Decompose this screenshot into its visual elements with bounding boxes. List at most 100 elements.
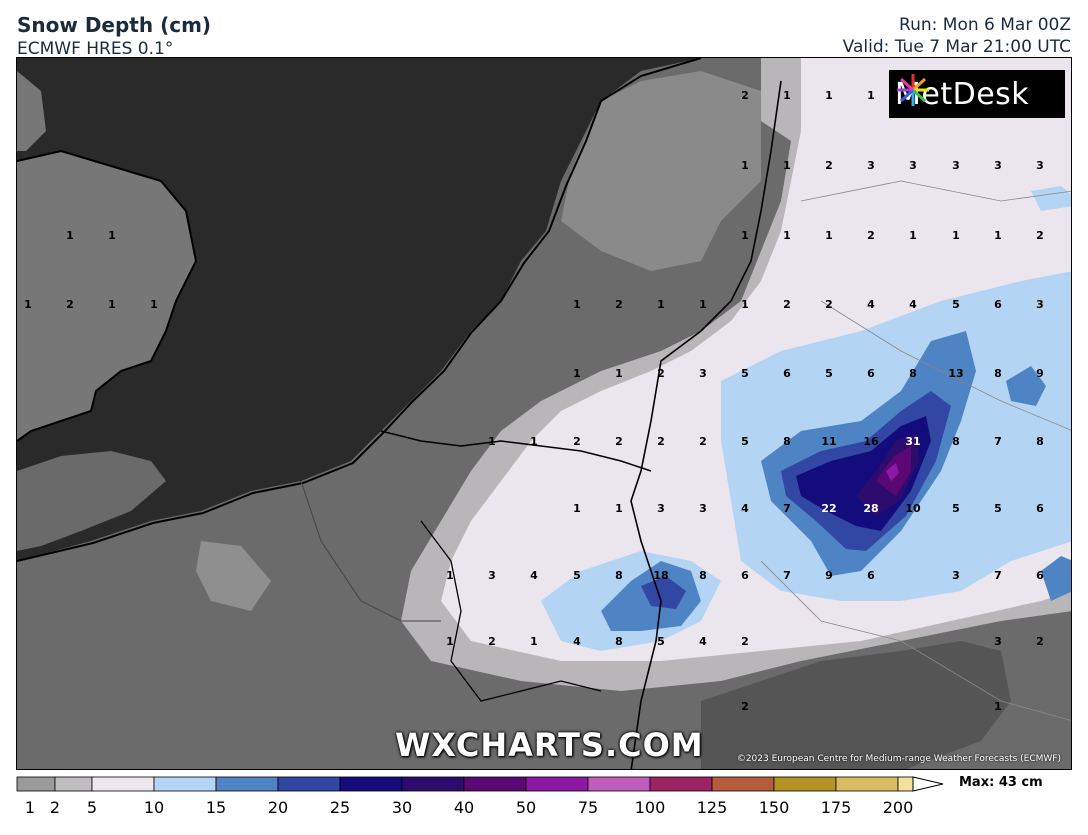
snow-depth-value: 7 xyxy=(994,569,1002,582)
legend-tick-label: 10 xyxy=(143,798,165,817)
snow-depth-value: 1 xyxy=(741,298,749,311)
legend-tick-label: 200 xyxy=(882,798,914,817)
snow-depth-value: 3 xyxy=(952,159,960,172)
snow-depth-value: 4 xyxy=(699,635,707,648)
snow-depth-value: 1 xyxy=(783,89,791,102)
snow-depth-value: 4 xyxy=(741,502,749,515)
legend-tick-label: 125 xyxy=(696,798,728,817)
snow-depth-value: 28 xyxy=(863,502,878,515)
legend-tick-label: 175 xyxy=(820,798,852,817)
snow-depth-value: 5 xyxy=(952,502,960,515)
legend-swatch xyxy=(463,776,527,792)
legend-swatch xyxy=(215,776,279,792)
snow-depth-value: 1 xyxy=(446,569,454,582)
legend-tick-label: 1 xyxy=(24,798,36,817)
snow-depth-value: 9 xyxy=(1036,367,1044,380)
legend-tick-label: 20 xyxy=(267,798,289,817)
snow-depth-value: 5 xyxy=(573,569,581,582)
snow-depth-value: 4 xyxy=(909,298,917,311)
snow-depth-value: 7 xyxy=(994,435,1002,448)
snow-depth-value: 2 xyxy=(66,298,74,311)
snow-depth-value: 2 xyxy=(825,298,833,311)
snow-depth-value: 5 xyxy=(952,298,960,311)
snow-depth-value: 6 xyxy=(867,367,875,380)
max-value-label: Max: 43 cm xyxy=(959,775,1043,790)
chart-title: Snow Depth (cm) xyxy=(17,13,212,37)
snow-depth-value: 2 xyxy=(615,435,623,448)
snow-depth-value: 8 xyxy=(994,367,1002,380)
color-scale-legend xyxy=(16,776,946,792)
snow-depth-value: 2 xyxy=(699,435,707,448)
snow-depth-value: 6 xyxy=(994,298,1002,311)
snow-depth-values: 2 1 1 11 1 2 3 3 3 3 31 1 1 1 1 2 1 1 1 21 2 1 1 1 2 1 1 1 2 2 4 4 5 6 31 1… xyxy=(24,89,1044,713)
snow-depth-value: 8 xyxy=(909,367,917,380)
legend-tick-label: 30 xyxy=(391,798,413,817)
snow-depth-value: 3 xyxy=(994,635,1002,648)
snow-depth-value: 3 xyxy=(1036,298,1044,311)
legend-swatch xyxy=(54,776,93,792)
legend-tick-label: 50 xyxy=(515,798,537,817)
wxcharts-watermark: WXCHARTS.COM xyxy=(395,726,704,764)
snow-depth-value: 1 xyxy=(446,635,454,648)
snow-depth-value: 1 xyxy=(66,229,74,242)
legend-tick-label: 40 xyxy=(453,798,475,817)
snow-depth-value: 5 xyxy=(994,502,1002,515)
legend-swatch xyxy=(773,776,837,792)
ecmwf-copyright: ©2023 European Centre for Medium-range W… xyxy=(736,754,1061,764)
snow-depth-value: 3 xyxy=(657,502,665,515)
color-scale-ticks: 1 2 5 10 15 20 25 30 40 50 75 100 125 150 175 200 xyxy=(16,798,926,820)
legend-swatch xyxy=(401,776,465,792)
snow-depth-value: 1 xyxy=(573,502,581,515)
snow-depth-value: 22 xyxy=(821,502,836,515)
snow-depth-value: 6 xyxy=(1036,569,1044,582)
snow-depth-value: 6 xyxy=(783,367,791,380)
snow-depth-value: 5 xyxy=(741,435,749,448)
valid-time: Valid: Tue 7 Mar 21:00 UTC xyxy=(842,37,1071,57)
snow-depth-value: 1 xyxy=(952,229,960,242)
snow-depth-value: 1 xyxy=(994,700,1002,713)
snow-depth-value: 1 xyxy=(573,298,581,311)
snow-depth-value: 1 xyxy=(699,298,707,311)
snow-depth-value: 2 xyxy=(573,435,581,448)
snow-depth-value: 2 xyxy=(615,298,623,311)
snow-depth-value: 4 xyxy=(573,635,581,648)
snow-depth-value: 2 xyxy=(488,635,496,648)
snow-depth-value: 2 xyxy=(867,229,875,242)
chart-header-left: Snow Depth (cm) ECMWF HRES 0.1° xyxy=(17,12,211,60)
snow-depth-value: 1 xyxy=(741,229,749,242)
legend-tick-label: 75 xyxy=(577,798,599,817)
snow-depth-value: 8 xyxy=(615,635,623,648)
snow-depth-value: 1 xyxy=(867,89,875,102)
snow-depth-value: 2 xyxy=(1036,635,1044,648)
snow-depth-value: 8 xyxy=(783,435,791,448)
snow-depth-value: 6 xyxy=(1036,502,1044,515)
snow-depth-value: 6 xyxy=(741,569,749,582)
snow-depth-value: 10 xyxy=(905,502,921,515)
legend-tick-label: 2 xyxy=(49,798,61,817)
snow-depth-value: 1 xyxy=(573,367,581,380)
legend-swatch xyxy=(16,776,56,792)
snow-depth-value: 5 xyxy=(657,635,665,648)
snow-depth-value: 3 xyxy=(952,569,960,582)
run-time: Run: Mon 6 Mar 00Z xyxy=(899,15,1071,35)
snow-depth-value: 8 xyxy=(952,435,960,448)
snow-depth-value: 1 xyxy=(825,229,833,242)
snow-depth-value: 7 xyxy=(783,502,791,515)
snow-depth-value: 8 xyxy=(699,569,707,582)
snow-depth-value: 3 xyxy=(1036,159,1044,172)
legend-swatch xyxy=(339,776,403,792)
snow-depth-value: 3 xyxy=(699,502,707,515)
snow-depth-value: 3 xyxy=(909,159,917,172)
legend-tick-label: 25 xyxy=(329,798,351,817)
snow-depth-value: 2 xyxy=(1036,229,1044,242)
snow-depth-value: 9 xyxy=(825,569,833,582)
snow-depth-value: 4 xyxy=(867,298,875,311)
chart-header-right: Run: Mon 6 Mar 00Z Valid: Tue 7 Mar 21:0… xyxy=(843,14,1071,58)
model-name: ECMWF HRES 0.1° xyxy=(17,39,174,59)
snow-depth-value: 8 xyxy=(615,569,623,582)
snow-depth-value: 1 xyxy=(108,229,116,242)
snow-depth-value: 1 xyxy=(530,635,538,648)
legend-tick-label: 5 xyxy=(86,798,98,817)
snow-depth-value: 1 xyxy=(615,367,623,380)
snow-depth-value: 1 xyxy=(150,298,158,311)
